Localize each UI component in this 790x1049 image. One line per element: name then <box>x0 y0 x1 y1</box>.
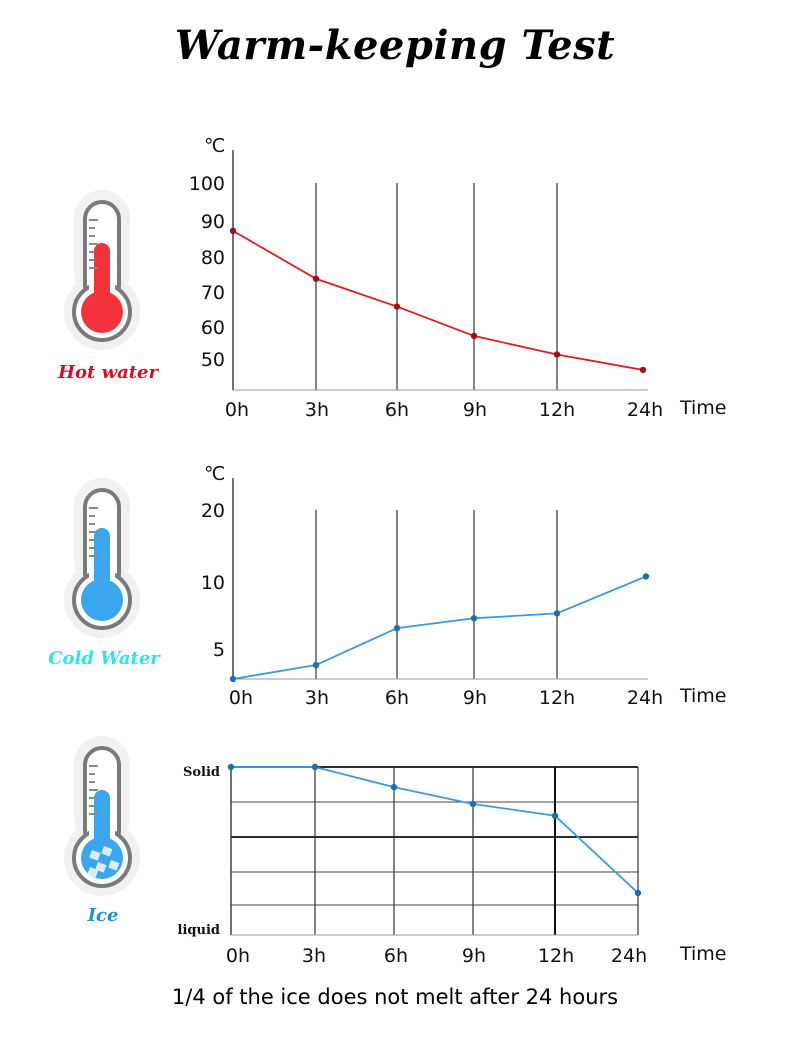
x-tick-label: 3h <box>305 687 329 709</box>
caption: 1/4 of the ice does not melt after 24 ho… <box>171 985 619 1009</box>
data-point <box>553 610 561 617</box>
data-point <box>393 624 401 632</box>
page-title: Warm-keeping Test <box>174 22 616 69</box>
data-point <box>634 889 642 897</box>
x-tick-label: 9h <box>463 399 487 421</box>
y-tick-label: 100 <box>189 173 225 195</box>
y-axis-unit: ℃ <box>204 463 225 485</box>
cold-water-label: Cold Water <box>48 648 160 669</box>
x-tick-label: 12h <box>539 687 575 709</box>
chart-2: Solid liquid 0h 3h 6h 9h 12h 24h Time <box>178 763 727 967</box>
data-point <box>551 812 559 819</box>
chart-0: ℃ 100 90 80 70 60 50 0h 3h 6h 9h 12h 24h Time <box>189 135 727 421</box>
x-tick-label: 24h <box>611 945 647 967</box>
y-tick-label: 70 <box>201 282 225 304</box>
data-point <box>390 783 398 791</box>
series-line <box>231 766 639 894</box>
data-point <box>311 763 319 771</box>
data-point <box>469 800 477 808</box>
x-axis-label: Time <box>679 943 727 965</box>
y-tick-label: Solid <box>183 765 220 780</box>
y-tick-label: 60 <box>201 317 225 339</box>
x-tick-label: 0h <box>226 945 250 967</box>
data-point <box>312 661 320 669</box>
data-point <box>227 763 235 771</box>
x-tick-label: 12h <box>538 945 574 967</box>
ice-label: Ice <box>87 905 119 926</box>
x-tick-label: 9h <box>463 687 487 709</box>
x-tick-label: 0h <box>225 399 249 421</box>
x-tick-label: 3h <box>305 399 329 421</box>
x-tick-label: 0h <box>229 687 253 709</box>
x-tick-label: 12h <box>539 399 575 421</box>
x-tick-label: 24h <box>627 687 663 709</box>
data-point <box>470 615 478 622</box>
y-tick-label: liquid <box>178 923 220 938</box>
data-point <box>393 303 401 310</box>
x-axis-label: Time <box>679 685 727 707</box>
cold-thermometer-icon <box>64 478 140 638</box>
series-line <box>232 575 647 680</box>
y-tick-label: 80 <box>201 247 225 269</box>
y-tick-label: 5 <box>213 639 225 661</box>
x-tick-label: 6h <box>385 399 409 421</box>
data-point <box>312 275 320 282</box>
data-point <box>639 366 647 374</box>
data-point <box>229 675 237 683</box>
ice-thermometer-icon <box>64 736 140 896</box>
x-axis-label: Time <box>679 397 727 419</box>
series-line <box>232 230 644 371</box>
y-tick-label: 20 <box>201 500 225 522</box>
x-tick-label: 9h <box>462 945 486 967</box>
hot-thermometer-icon <box>64 190 140 350</box>
y-tick-label: 50 <box>201 349 225 371</box>
data-point <box>470 332 478 340</box>
x-tick-label: 24h <box>627 399 663 421</box>
x-tick-label: 6h <box>385 687 409 709</box>
data-point <box>642 573 650 580</box>
y-axis-unit: ℃ <box>204 135 225 157</box>
y-tick-label: 90 <box>201 211 225 233</box>
hot-water-label: Hot water <box>57 362 158 383</box>
data-point <box>553 351 561 358</box>
x-tick-label: 6h <box>384 945 408 967</box>
x-tick-label: 3h <box>302 945 326 967</box>
data-point <box>229 227 237 235</box>
y-tick-label: 10 <box>201 572 225 594</box>
chart-1: ℃ 20 10 5 0h 3h 6h 9h 12h 24h Time <box>201 463 727 709</box>
